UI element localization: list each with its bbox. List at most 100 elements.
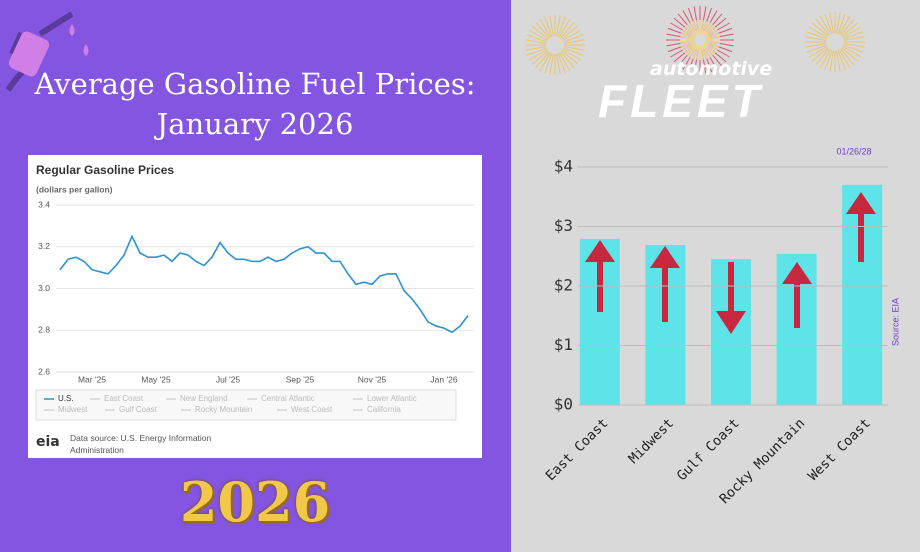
- firework-ray: [808, 46, 828, 58]
- legend-label: Central Atlantic: [261, 394, 315, 403]
- firework-ray: [700, 20, 704, 35]
- firework-ray: [704, 42, 718, 51]
- x-tick-label: Jan '26: [430, 374, 457, 384]
- firework-ray: [531, 25, 549, 40]
- firework-ray: [539, 18, 551, 38]
- firework-ray: [696, 20, 700, 35]
- firework-ray: [535, 21, 550, 39]
- y-tick-label: 3.2: [38, 241, 50, 251]
- firework-ray: [526, 34, 547, 43]
- legend-label: U.S.: [58, 394, 74, 403]
- firework-ray: [563, 34, 584, 43]
- firework-ray: [702, 44, 711, 58]
- legend-label: Gulf Coast: [119, 405, 158, 414]
- x-tick-label: Nov '25: [358, 374, 387, 384]
- firework-ray: [705, 32, 719, 39]
- y-tick-label: $1: [554, 335, 573, 354]
- firework-ray: [535, 51, 550, 69]
- firework-ray: [815, 48, 830, 66]
- source-logo: eia: [36, 434, 60, 450]
- firework-ray: [549, 15, 554, 37]
- firework-ray: [557, 53, 566, 74]
- firework-ray: [805, 36, 827, 41]
- legend-label: New England: [180, 394, 228, 403]
- y-tick-label: 3.0: [38, 283, 50, 293]
- firework-ray: [704, 26, 716, 37]
- firework-ray: [528, 29, 548, 41]
- chart-source: Source: EIA: [890, 298, 900, 346]
- firework-ray: [680, 36, 695, 40]
- firework-ray: [701, 45, 708, 59]
- firework-ray: [556, 53, 561, 75]
- data-source: Data source: U.S. Energy Information Adm…: [70, 433, 212, 455]
- year-badge: 2026: [179, 470, 331, 534]
- firework-ray: [704, 29, 718, 38]
- firework-ray: [840, 18, 855, 36]
- price-line: [59, 234, 469, 334]
- chart-title: Regular Gasoline Prices: [36, 163, 174, 177]
- firework-ray: [841, 47, 859, 62]
- firework-ray: [563, 46, 585, 51]
- firework-ray: [811, 47, 829, 62]
- firework-ray: [525, 39, 547, 44]
- firework-ray: [842, 46, 862, 58]
- firework-ray: [700, 45, 704, 60]
- firework-ray: [682, 42, 696, 51]
- firework-ray: [686, 44, 697, 56]
- firework-ray: [562, 49, 582, 61]
- fuel-icon: [5, 11, 89, 92]
- legend-label: Lower Atlantic: [367, 394, 417, 403]
- firework-ray: [528, 49, 548, 61]
- firework-ray: [829, 12, 834, 34]
- firework-ray: [561, 50, 579, 65]
- firework-ray: [805, 43, 827, 48]
- firework-ray: [559, 18, 571, 38]
- firework-ray: [824, 13, 833, 34]
- firework-ray: [843, 43, 865, 48]
- firework-ray: [544, 16, 553, 37]
- firework-ray: [702, 22, 711, 36]
- brand-top: automotive: [650, 58, 773, 80]
- firework-ray: [806, 44, 827, 53]
- firework-ray: [562, 29, 582, 41]
- legend-label: Rocky Mountain: [195, 405, 252, 414]
- firework-ray: [840, 48, 855, 66]
- firework-ray: [837, 13, 846, 34]
- legend-label: California: [367, 405, 401, 414]
- firework-ray: [549, 53, 554, 75]
- y-tick-label: 3.4: [38, 199, 50, 209]
- firework-ray: [829, 50, 834, 72]
- fireworks: [525, 6, 865, 75]
- firework-ray: [559, 52, 571, 72]
- firework-ray: [684, 26, 696, 37]
- firework-ray: [684, 43, 696, 54]
- chart-date: 01/26/28: [836, 146, 871, 156]
- firework-ray: [681, 32, 695, 39]
- x-tick-label: May '25: [141, 374, 171, 384]
- firework-ray: [705, 40, 720, 44]
- firework-ray: [841, 22, 859, 37]
- firework-ray: [704, 43, 716, 54]
- firework-ray: [806, 31, 827, 40]
- firework-ray: [811, 22, 829, 37]
- firework-ray: [836, 50, 841, 72]
- firework-ray: [563, 39, 585, 44]
- firework-ray: [544, 53, 553, 74]
- brand-main: FLEET: [598, 75, 764, 127]
- firework-ray: [705, 41, 719, 48]
- y-tick-label: $2: [554, 276, 573, 295]
- firework-ray: [839, 15, 851, 35]
- firework-ray: [563, 47, 584, 56]
- chart-subtitle: (dollars per gallon): [36, 184, 113, 194]
- firework-ray: [560, 21, 575, 39]
- legend-label: East Coast: [104, 394, 144, 403]
- firework-ray: [703, 24, 714, 36]
- firework-ray: [703, 44, 714, 56]
- firework-ray: [837, 50, 846, 71]
- firework-ray: [560, 51, 575, 69]
- firework-ray: [556, 15, 561, 37]
- firework-ray: [839, 49, 851, 69]
- firework-ray: [692, 45, 699, 59]
